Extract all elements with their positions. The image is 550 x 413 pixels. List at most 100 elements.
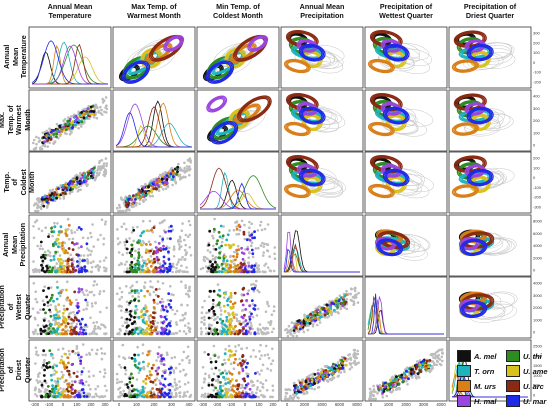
series-point	[231, 311, 235, 315]
series-point	[217, 303, 221, 307]
series-point	[142, 313, 146, 316]
series-point	[80, 288, 84, 291]
series-contour	[369, 184, 394, 198]
background-point	[258, 350, 261, 353]
series-point	[78, 113, 82, 117]
background-point	[150, 259, 154, 262]
series-point	[67, 247, 71, 250]
background-point	[184, 286, 187, 290]
background-point	[175, 395, 178, 398]
series-point	[169, 172, 173, 176]
background-point	[174, 366, 178, 370]
series-point	[252, 270, 256, 274]
series-point	[80, 245, 83, 249]
series-contour	[298, 43, 326, 62]
series-point	[70, 363, 74, 366]
background-point	[156, 321, 159, 325]
panel-frame	[112, 151, 196, 214]
background-point	[59, 185, 62, 189]
background-point	[53, 221, 56, 225]
series-point	[233, 325, 237, 328]
background-point	[269, 369, 273, 372]
background-point	[183, 166, 186, 170]
series-point	[67, 390, 70, 393]
background-point	[152, 178, 156, 181]
series-point	[42, 204, 46, 208]
series-point	[64, 229, 68, 233]
series-point	[42, 363, 45, 367]
background-point	[117, 203, 121, 207]
series-point	[223, 292, 227, 296]
series-point	[44, 365, 48, 368]
background-point	[161, 240, 164, 243]
series-point	[55, 391, 59, 394]
background-point	[57, 260, 61, 263]
series-point	[41, 259, 45, 263]
background-point	[81, 343, 85, 346]
series-contour	[300, 169, 325, 186]
background-point	[35, 379, 39, 382]
background-point	[35, 350, 38, 354]
series-point	[217, 270, 221, 274]
series-point	[131, 202, 134, 206]
background-contour	[307, 55, 344, 74]
series-point	[245, 238, 249, 242]
background-point	[48, 251, 52, 254]
background-point	[38, 247, 42, 251]
series-point	[147, 362, 151, 366]
series-point	[128, 318, 132, 322]
background-point	[97, 267, 100, 271]
panel-r4-c4	[364, 276, 448, 339]
series-point	[297, 322, 300, 326]
series-point	[209, 360, 213, 364]
series-contour	[454, 61, 477, 71]
series-point	[71, 124, 75, 127]
series-point	[330, 301, 334, 305]
background-point	[251, 380, 254, 384]
background-point	[46, 145, 49, 148]
series-point	[241, 367, 245, 371]
background-point	[98, 290, 102, 293]
series-point	[64, 389, 67, 393]
series-point	[154, 266, 158, 269]
series-contour	[298, 168, 326, 187]
background-point	[67, 116, 70, 119]
background-point	[263, 227, 267, 231]
series-point	[130, 372, 133, 376]
series-point	[169, 306, 173, 309]
series-point	[246, 292, 250, 296]
series-point	[137, 251, 141, 255]
background-point	[34, 220, 37, 224]
background-point	[188, 233, 192, 236]
series-point	[67, 361, 70, 365]
background-point	[214, 255, 218, 259]
background-contour	[397, 174, 434, 192]
background-point	[258, 373, 261, 376]
series-point	[51, 198, 55, 202]
background-point	[158, 235, 162, 238]
series-contour	[238, 96, 271, 122]
background-point	[47, 232, 51, 236]
panel-r5-c0	[28, 339, 112, 402]
background-point	[211, 257, 215, 261]
background-point	[34, 330, 37, 333]
series-contour	[382, 106, 410, 125]
series-point	[318, 310, 322, 314]
series-point	[214, 248, 218, 251]
background-point	[254, 391, 258, 395]
series-point	[323, 377, 327, 380]
background-point	[271, 384, 275, 388]
background-point	[43, 250, 47, 254]
series-point	[139, 315, 143, 319]
series-point	[168, 324, 172, 328]
background-point	[266, 243, 270, 246]
background-point	[389, 391, 393, 394]
series-point	[214, 360, 218, 364]
series-point	[152, 363, 155, 367]
series-contour	[468, 44, 493, 61]
series-point	[142, 270, 146, 274]
series-point	[163, 377, 167, 381]
series-point	[80, 332, 83, 336]
series-point	[220, 332, 224, 336]
series-point	[64, 124, 68, 128]
